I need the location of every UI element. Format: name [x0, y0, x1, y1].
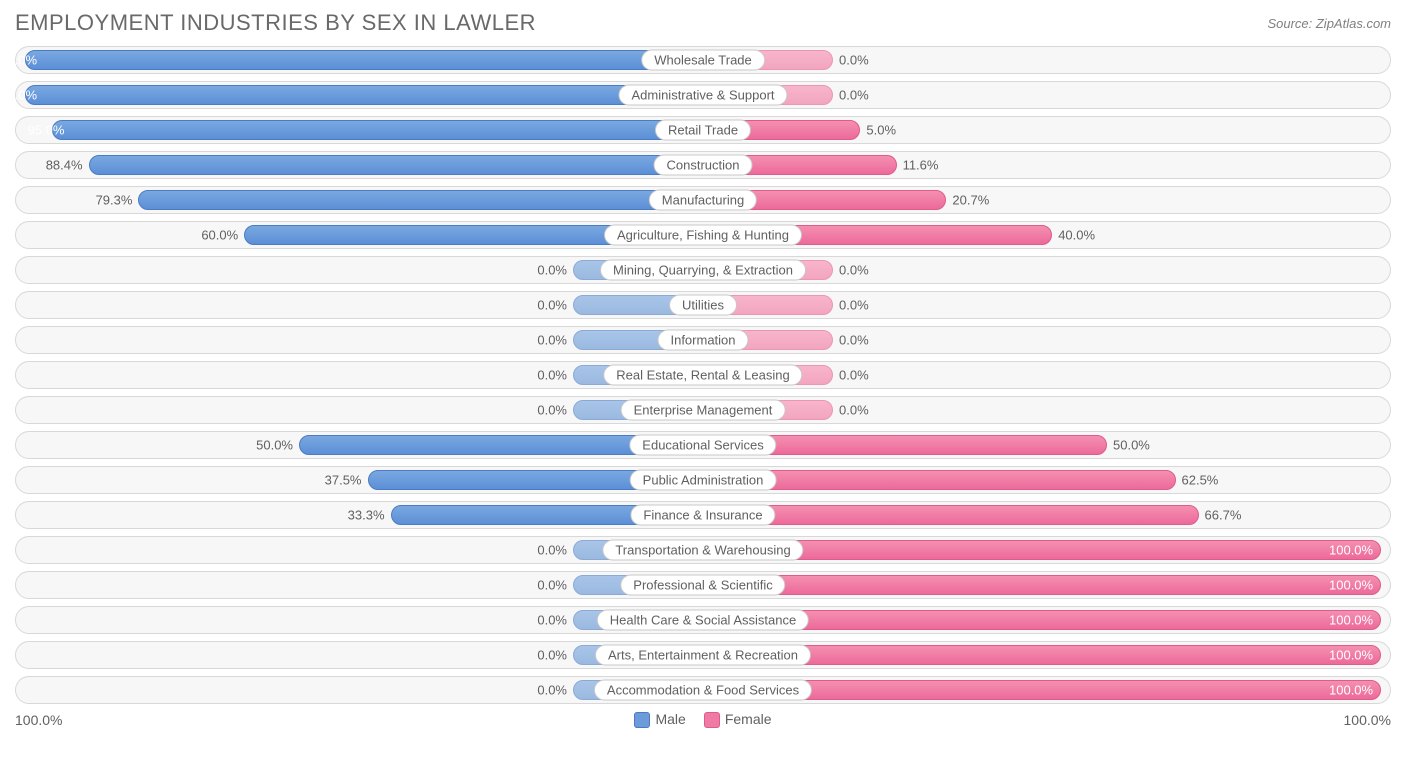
- category-label: Educational Services: [629, 435, 776, 456]
- chart-row: 0.0% 100.0% Accommodation & Food Services: [15, 676, 1391, 704]
- chart-row: 0.0% 0.0% Utilities: [15, 291, 1391, 319]
- female-bar: [703, 505, 1199, 525]
- axis-right-label: 100.0%: [1344, 712, 1391, 728]
- category-label: Accommodation & Food Services: [594, 680, 812, 701]
- female-value: 0.0%: [839, 403, 869, 418]
- male-value: 50.0%: [256, 438, 293, 453]
- category-label: Transportation & Warehousing: [602, 540, 803, 561]
- female-value: 20.7%: [952, 193, 989, 208]
- chart-row: 0.0% 100.0% Professional & Scientific: [15, 571, 1391, 599]
- male-value: 0.0%: [537, 578, 567, 593]
- female-swatch-icon: [704, 712, 720, 728]
- category-label: Wholesale Trade: [641, 50, 765, 71]
- category-label: Mining, Quarrying, & Extraction: [600, 260, 806, 281]
- male-value: 0.0%: [537, 648, 567, 663]
- chart-body: 100.0% 0.0% Wholesale Trade 100.0% 0.0% Admin…: [15, 46, 1391, 704]
- female-value: 0.0%: [839, 368, 869, 383]
- male-bar: [52, 120, 703, 140]
- female-value: 0.0%: [839, 88, 869, 103]
- female-value: 62.5%: [1182, 473, 1219, 488]
- male-value: 0.0%: [537, 298, 567, 313]
- male-value: 0.0%: [537, 263, 567, 278]
- male-value: 0.0%: [537, 613, 567, 628]
- legend-male: Male: [634, 711, 685, 728]
- male-value: 100.0%: [0, 53, 37, 68]
- category-label: Public Administration: [630, 470, 777, 491]
- chart-row: 100.0%0.0%Wholesale Trade: [15, 46, 1391, 74]
- chart-row: 0.0% 0.0% Information: [15, 326, 1391, 354]
- category-label: Real Estate, Rental & Leasing: [603, 365, 802, 386]
- male-value: 79.3%: [96, 193, 133, 208]
- female-value: 0.0%: [839, 53, 869, 68]
- chart-source: Source: ZipAtlas.com: [1267, 16, 1391, 31]
- female-bar: [703, 575, 1381, 595]
- category-label: Arts, Entertainment & Recreation: [595, 645, 811, 666]
- male-value: 100.0%: [0, 88, 37, 103]
- female-value: 100.0%: [1329, 613, 1373, 628]
- legend: Male Female: [634, 711, 771, 728]
- chart-row: 0.0% 100.0% Arts, Entertainment & Recreati…: [15, 641, 1391, 669]
- category-label: Finance & Insurance: [630, 505, 775, 526]
- female-value: 100.0%: [1329, 683, 1373, 698]
- chart-row: 100.0%0.0%Administrative & Support: [15, 81, 1391, 109]
- category-label: Utilities: [669, 295, 737, 316]
- legend-female-label: Female: [725, 711, 772, 727]
- female-value: 40.0%: [1058, 228, 1095, 243]
- chart-row: 88.4% 11.6% Construction: [15, 151, 1391, 179]
- category-label: Retail Trade: [655, 120, 751, 141]
- male-value: 88.4%: [46, 158, 83, 173]
- chart-title: EMPLOYMENT INDUSTRIES BY SEX IN LAWLER: [15, 10, 536, 36]
- chart-row: 0.0% 100.0% Transportation & Warehousing: [15, 536, 1391, 564]
- male-bar: [89, 155, 703, 175]
- male-value: 95.0%: [28, 123, 65, 138]
- male-value: 0.0%: [537, 368, 567, 383]
- male-bar: [25, 50, 703, 70]
- category-label: Administrative & Support: [618, 85, 787, 106]
- male-value: 37.5%: [325, 473, 362, 488]
- chart-footer: 100.0% Male Female 100.0%: [15, 711, 1391, 728]
- category-label: Information: [657, 330, 748, 351]
- female-value: 66.7%: [1205, 508, 1242, 523]
- chart-row: 60.0% 40.0% Agriculture, Fishing & Hunting: [15, 221, 1391, 249]
- male-value: 33.3%: [348, 508, 385, 523]
- chart-row: 37.5% 62.5% Public Administration: [15, 466, 1391, 494]
- chart-row: 0.0% 0.0% Mining, Quarrying, & Extraction: [15, 256, 1391, 284]
- male-swatch-icon: [634, 712, 650, 728]
- axis-left-label: 100.0%: [15, 712, 62, 728]
- chart-row: 0.0% 0.0% Enterprise Management: [15, 396, 1391, 424]
- female-bar: [703, 540, 1381, 560]
- chart-row: 50.0% 50.0% Educational Services: [15, 431, 1391, 459]
- female-value: 100.0%: [1329, 648, 1373, 663]
- chart-row: 0.0% 100.0% Health Care & Social Assistanc…: [15, 606, 1391, 634]
- male-value: 0.0%: [537, 333, 567, 348]
- male-value: 60.0%: [201, 228, 238, 243]
- male-bar: [138, 190, 703, 210]
- male-value: 0.0%: [537, 543, 567, 558]
- male-value: 0.0%: [537, 403, 567, 418]
- chart-row: 0.0% 0.0% Real Estate, Rental & Leasing: [15, 361, 1391, 389]
- female-value: 0.0%: [839, 263, 869, 278]
- chart-row: 79.3% 20.7% Manufacturing: [15, 186, 1391, 214]
- category-label: Manufacturing: [649, 190, 757, 211]
- female-value: 11.6%: [903, 158, 939, 173]
- chart-header: EMPLOYMENT INDUSTRIES BY SEX IN LAWLER S…: [15, 10, 1391, 36]
- legend-female: Female: [704, 711, 772, 728]
- category-label: Professional & Scientific: [620, 575, 785, 596]
- legend-male-label: Male: [655, 711, 685, 727]
- female-value: 0.0%: [839, 333, 869, 348]
- chart-row: 33.3% 66.7% Finance & Insurance: [15, 501, 1391, 529]
- female-value: 50.0%: [1113, 438, 1150, 453]
- female-value: 100.0%: [1329, 543, 1373, 558]
- female-value: 5.0%: [866, 123, 896, 138]
- male-bar: [25, 85, 703, 105]
- female-value: 0.0%: [839, 298, 869, 313]
- category-label: Enterprise Management: [621, 400, 786, 421]
- male-value: 0.0%: [537, 683, 567, 698]
- category-label: Health Care & Social Assistance: [597, 610, 809, 631]
- chart-row: 95.0% 5.0% Retail Trade: [15, 116, 1391, 144]
- female-value: 100.0%: [1329, 578, 1373, 593]
- category-label: Agriculture, Fishing & Hunting: [604, 225, 802, 246]
- category-label: Construction: [654, 155, 753, 176]
